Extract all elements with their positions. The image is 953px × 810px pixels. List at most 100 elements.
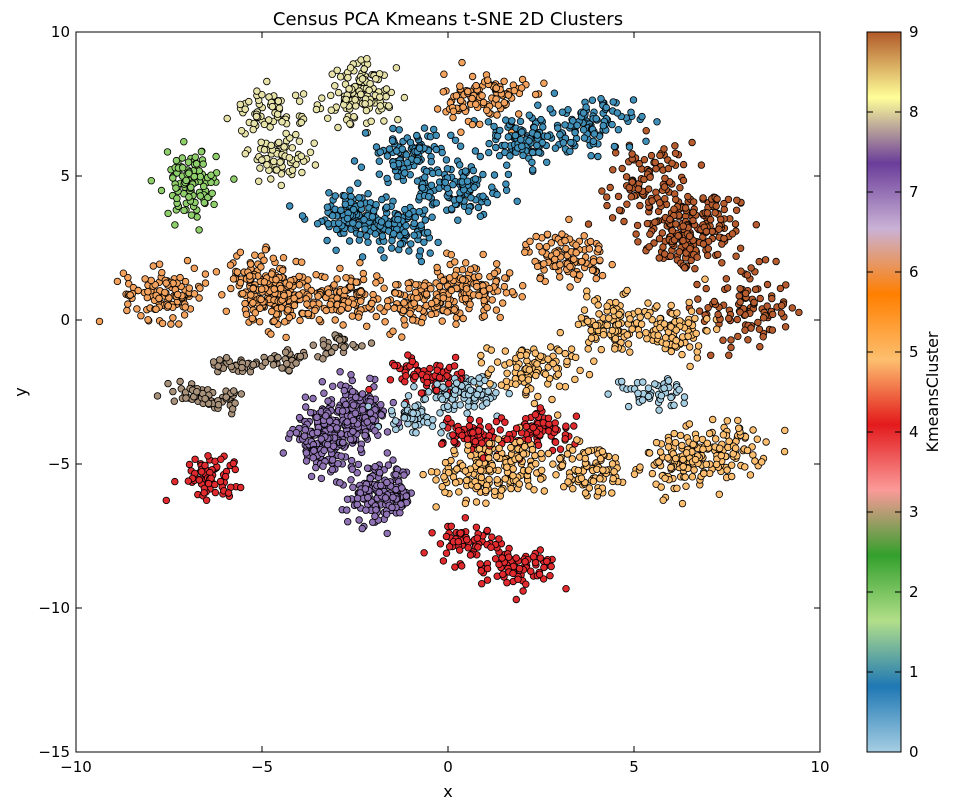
data-point xyxy=(516,117,525,126)
data-point xyxy=(513,363,521,371)
data-point xyxy=(306,148,315,156)
data-point xyxy=(490,269,499,278)
data-point xyxy=(630,470,639,478)
data-point xyxy=(361,225,369,233)
data-point xyxy=(485,284,494,293)
data-point xyxy=(644,392,653,401)
data-point xyxy=(534,441,543,449)
data-point xyxy=(561,121,569,129)
data-point xyxy=(540,260,548,268)
data-point xyxy=(344,298,353,306)
data-point xyxy=(458,266,467,274)
data-point xyxy=(157,186,166,195)
data-point xyxy=(645,185,653,193)
data-point xyxy=(371,512,379,520)
data-point xyxy=(387,407,396,415)
data-point xyxy=(625,183,633,192)
data-point xyxy=(655,234,664,243)
data-point xyxy=(270,317,278,325)
data-point xyxy=(362,506,370,514)
data-point xyxy=(197,468,206,476)
data-point xyxy=(725,314,733,323)
data-point xyxy=(470,403,478,411)
data-point xyxy=(277,170,286,178)
data-point xyxy=(185,460,194,469)
data-point xyxy=(522,422,531,431)
data-point xyxy=(173,194,181,203)
data-point xyxy=(744,336,752,344)
data-point xyxy=(626,348,634,356)
data-point xyxy=(155,260,164,268)
data-point xyxy=(187,211,196,219)
data-point xyxy=(684,192,692,201)
data-point xyxy=(230,175,238,183)
data-point xyxy=(328,465,336,474)
data-point xyxy=(162,496,170,505)
data-point xyxy=(713,325,721,333)
data-point xyxy=(456,161,464,169)
data-point xyxy=(363,322,371,330)
colorbar-label: KmeansCluster xyxy=(923,331,942,452)
data-point xyxy=(743,446,752,455)
data-point xyxy=(221,472,230,481)
data-point xyxy=(155,294,163,303)
data-point xyxy=(181,303,189,311)
data-point xyxy=(531,411,540,419)
data-point xyxy=(178,164,187,172)
data-point xyxy=(485,148,493,157)
data-point xyxy=(278,118,286,126)
data-point xyxy=(530,486,538,494)
data-point xyxy=(434,238,442,247)
data-point xyxy=(503,161,511,169)
data-point xyxy=(727,343,735,352)
data-point xyxy=(640,175,648,184)
data-point xyxy=(280,291,288,300)
data-point xyxy=(674,232,682,240)
data-point xyxy=(295,413,304,422)
data-point xyxy=(469,166,478,175)
data-point xyxy=(584,345,592,353)
data-point xyxy=(477,359,486,367)
data-point xyxy=(432,145,440,154)
data-point xyxy=(703,209,712,217)
data-point xyxy=(680,393,689,401)
data-point xyxy=(620,217,628,226)
data-point xyxy=(405,247,413,255)
data-point xyxy=(524,436,532,444)
data-point xyxy=(421,173,429,181)
data-point xyxy=(495,151,504,160)
data-point xyxy=(483,106,491,114)
data-point xyxy=(239,289,247,298)
data-point xyxy=(537,475,545,483)
data-point xyxy=(719,431,728,439)
data-point xyxy=(382,92,390,101)
data-point xyxy=(343,506,351,514)
data-point xyxy=(376,93,384,101)
data-point xyxy=(685,298,693,307)
data-point xyxy=(500,282,509,291)
data-point xyxy=(176,377,184,386)
data-point xyxy=(572,241,580,249)
data-point xyxy=(517,135,525,144)
data-point xyxy=(452,91,461,100)
data-point xyxy=(400,400,409,409)
data-point xyxy=(573,436,581,444)
data-point xyxy=(723,284,732,292)
data-point xyxy=(560,483,568,491)
data-point xyxy=(475,291,483,300)
data-point xyxy=(562,585,570,593)
data-point xyxy=(660,320,668,328)
data-point xyxy=(415,144,424,152)
data-point xyxy=(236,279,245,287)
data-point xyxy=(566,283,574,291)
data-point xyxy=(559,139,568,147)
data-point xyxy=(574,466,582,475)
data-point xyxy=(468,72,477,81)
data-point xyxy=(644,312,652,320)
data-point xyxy=(584,317,592,325)
data-point xyxy=(569,446,577,454)
data-point xyxy=(678,441,686,450)
data-point xyxy=(201,279,210,287)
colorbar-tick-label: 5 xyxy=(909,343,919,361)
data-point xyxy=(428,529,436,537)
